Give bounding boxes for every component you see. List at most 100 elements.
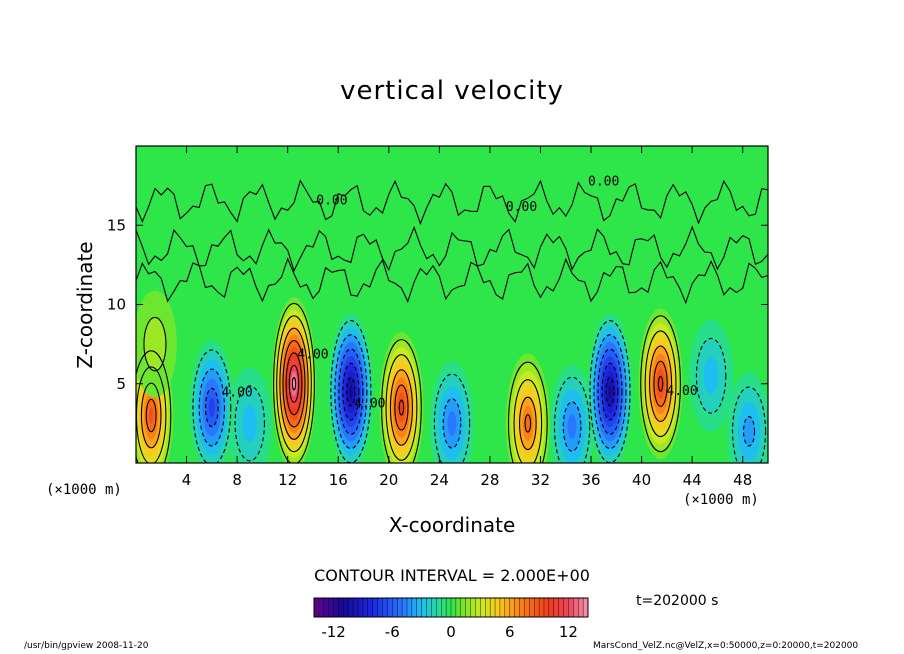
contour-line: [653, 360, 668, 407]
contour-label: 0.00: [316, 194, 347, 209]
contour-line: [731, 386, 767, 463]
contour-line: [143, 316, 167, 372]
colorbar-tick-label: -6: [385, 623, 400, 641]
colorbar-segment: [426, 597, 432, 618]
colorbar-segment: [441, 597, 447, 618]
contour-line: [288, 364, 300, 403]
contour-line: [695, 337, 727, 414]
velocity-cell: [328, 313, 373, 463]
contour-line: [338, 348, 364, 435]
contour-line: [334, 334, 368, 450]
colorbar-segment: [519, 597, 525, 618]
colorbar-tick-label: 6: [505, 623, 515, 641]
colorbar-segment: [406, 597, 413, 618]
colorbar-segment: [553, 597, 560, 618]
contour-line: [273, 302, 315, 463]
colorbar-segment: [338, 597, 344, 618]
velocity-cell: [272, 297, 316, 463]
chart-title: vertical velocity: [340, 76, 564, 106]
velocity-band: [658, 376, 663, 392]
colorbar-segment: [396, 597, 403, 618]
colorbar-segment: [367, 597, 374, 618]
contour-line: [513, 379, 543, 463]
colorbar-segment: [382, 597, 388, 618]
x-tick-label: 4: [182, 471, 192, 489]
contour-line: [385, 354, 418, 461]
contour-line: [291, 376, 297, 391]
contour-line: [518, 396, 537, 451]
contour-line: [507, 361, 548, 463]
velocity-cell: [505, 353, 550, 463]
heatmap-field: [136, 146, 768, 463]
contour-label: 0.00: [506, 200, 537, 215]
velocity-cell: [227, 367, 272, 463]
x-tick-label: 44: [683, 471, 702, 489]
colorbar-segment: [333, 597, 339, 618]
x-tick-label: 20: [379, 471, 398, 489]
colorbar-segment: [475, 597, 481, 618]
velocity-cell: [430, 361, 474, 463]
x-axis-label: X-coordinate: [388, 513, 516, 537]
contour-label: 4.00: [297, 347, 328, 362]
contour-line: [145, 398, 157, 433]
y-axis-label: Z-coordinate: [73, 241, 97, 368]
colorbar-segment: [494, 597, 501, 618]
contour-line: [398, 399, 405, 416]
contour-line: [562, 401, 582, 452]
colorbar-segment: [504, 597, 511, 618]
colorbar-frame: [313, 597, 589, 618]
time-label: t=202000 s: [636, 593, 719, 609]
colorbar-segment: [499, 597, 506, 618]
colorbar-segment: [514, 597, 520, 618]
colorbar-tick-label: 12: [559, 623, 578, 641]
contour-line: [140, 382, 162, 449]
contour-line: [276, 315, 312, 453]
x-tick-label: 40: [632, 471, 651, 489]
x-unit-label-left: (×1000 m): [46, 482, 122, 498]
contour-line: [605, 376, 615, 407]
velocity-band: [743, 416, 755, 446]
colorbar-segment: [480, 597, 486, 618]
contour-line: [192, 349, 232, 463]
colorbar-segment: [578, 597, 584, 618]
contour-line: [394, 384, 409, 431]
colorbar-segment: [421, 597, 428, 618]
contour-line: [597, 348, 623, 435]
velocity-band: [399, 400, 404, 416]
colorbar-segment: [548, 597, 555, 618]
velocity-cell: [189, 340, 234, 463]
velocity-band: [447, 411, 457, 436]
colorbar: -12 -6 0 6 12: [313, 597, 589, 641]
colorbar-segment: [392, 597, 398, 618]
colorbar-segment: [431, 597, 437, 618]
colorbar-segment: [445, 597, 452, 618]
colorbar-segment: [529, 597, 535, 618]
colorbar-segment: [460, 597, 467, 618]
colorbar-segment: [323, 597, 330, 618]
contour-lines: 0.00 0.00 0.00 4.00 4.00 4.00 4.00: [136, 175, 768, 463]
velocity-cell: [689, 319, 734, 432]
contour-line: [198, 368, 225, 447]
y-tick-label: 10: [107, 296, 126, 314]
colorbar-segment: [436, 597, 442, 618]
contour-label: 4.00: [666, 384, 697, 399]
contour-line: [136, 350, 172, 463]
contour-line: [640, 315, 681, 453]
colorbar-segment: [372, 597, 379, 618]
zero-contour-line: [136, 179, 768, 226]
x-tick-label: 12: [278, 471, 297, 489]
contour-line: [649, 345, 673, 422]
x-tick-label: 28: [480, 471, 499, 489]
colorbar-segment: [485, 597, 491, 618]
velocity-cell: [727, 372, 768, 463]
colorbar-segment: [387, 597, 393, 618]
contour-line: [389, 369, 413, 446]
x-unit-label-right: (×1000 m): [683, 492, 759, 508]
x-tick-label: 32: [531, 471, 550, 489]
contour-line: [381, 339, 422, 463]
colorbar-segment: [455, 597, 462, 618]
contour-line: [234, 385, 266, 462]
velocity-band: [525, 414, 531, 433]
contour-label: 4.00: [221, 385, 252, 400]
